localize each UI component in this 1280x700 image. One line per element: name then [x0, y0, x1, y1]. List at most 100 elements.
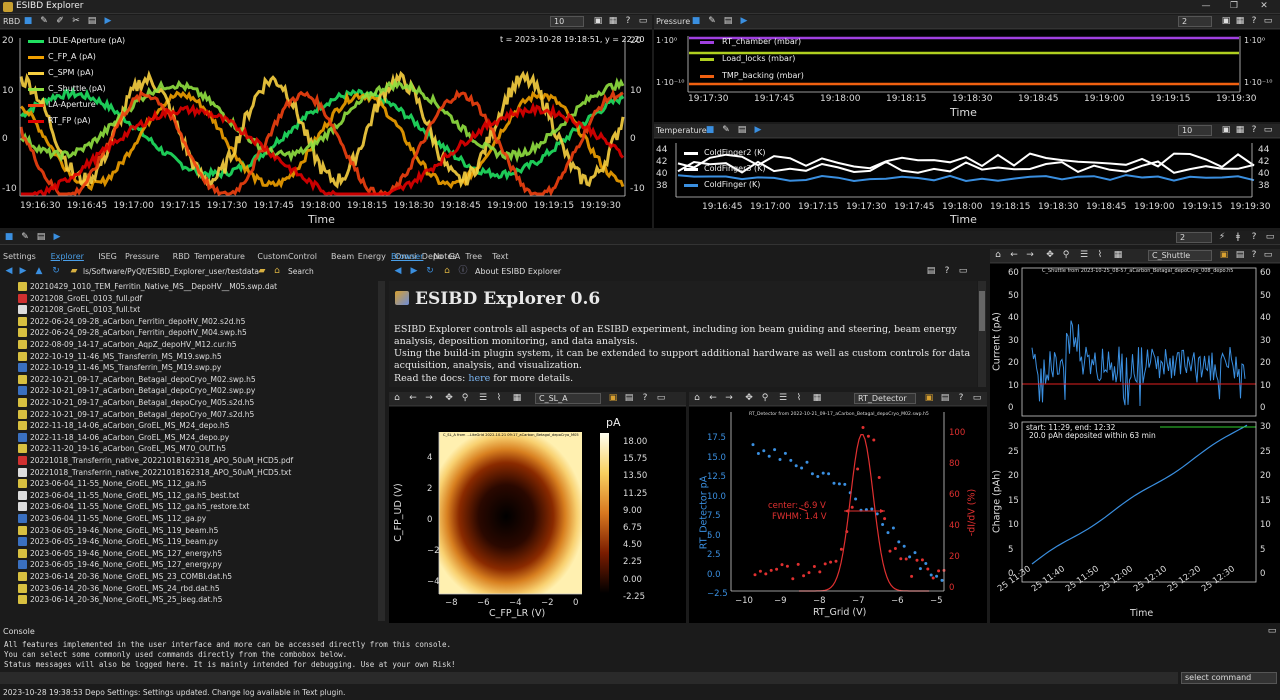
folder-icon[interactable]: ▰ — [70, 266, 78, 276]
file-list-item[interactable]: 2022-11-20_19-16_aCarbon_GroEL_MS_M70_OU… — [18, 443, 226, 454]
tab-ga[interactable]: GA — [448, 252, 461, 261]
tab-omni[interactable]: Omni — [395, 252, 417, 261]
tab-notes[interactable]: Notes — [433, 252, 457, 261]
float-icon[interactable]: ▭ — [1263, 125, 1273, 135]
tab-browser[interactable]: Browser — [391, 252, 424, 261]
float-icon[interactable]: ▭ — [1263, 250, 1273, 260]
stop-icon[interactable]: ■ — [23, 16, 33, 26]
save-icon[interactable]: ▦ — [1235, 16, 1245, 26]
docs-link[interactable]: here — [468, 373, 491, 384]
up-icon[interactable]: ▲ — [35, 266, 43, 276]
play-icon[interactable]: ▶ — [740, 16, 748, 26]
clear-icon[interactable]: ✂ — [72, 16, 80, 26]
save-icon[interactable]: ▦ — [512, 393, 522, 403]
help-icon[interactable]: ? — [958, 393, 964, 403]
float-icon[interactable]: ▭ — [1265, 232, 1275, 242]
file-list-item[interactable]: 2022-10-19_11-46_MS_Transferrin_MS_M19.s… — [18, 362, 221, 373]
zoom-icon[interactable]: ⚲ — [761, 393, 769, 403]
play-icon[interactable]: ▶ — [104, 16, 112, 26]
map-channel-combo[interactable]: C_SL_A — [535, 393, 601, 404]
file-list-item[interactable]: 2023-06-05_19-46_None_GroEL_MS_119_beam.… — [18, 525, 218, 536]
file-list-item[interactable]: 2023-06-14_20-36_None_GroEL_MS_25_iseg.d… — [18, 594, 222, 605]
thermometer-icon[interactable]: ǂ — [1235, 232, 1241, 242]
tab-iseg[interactable]: ISEG — [98, 252, 117, 261]
plug-icon[interactable]: ⚡ — [1218, 232, 1226, 242]
file-list-item[interactable]: 2022-11-18_14-06_aCarbon_GroEL_MS_M24_de… — [18, 432, 229, 443]
pin-icon[interactable]: ✎ — [40, 16, 48, 26]
document-icon[interactable]: ▤ — [926, 266, 936, 276]
stop-icon[interactable]: ■ — [691, 16, 701, 26]
file-list-item[interactable]: 2022-06-24_09-28_aCarbon_Ferritin_depoHV… — [18, 316, 245, 327]
sliders-icon[interactable]: ☰ — [1079, 250, 1089, 260]
document-icon[interactable]: ▤ — [723, 16, 733, 26]
export-icon[interactable]: ▣ — [593, 16, 603, 26]
document-icon[interactable]: ▤ — [737, 125, 747, 135]
file-list-item[interactable]: 2023-06-14_20-36_None_GroEL_MS_23_COMBI.… — [18, 571, 232, 582]
file-list-item[interactable]: 20221018_Transferrin_native_202210181623… — [18, 455, 293, 466]
help-icon[interactable]: ? — [1251, 250, 1257, 260]
help-icon[interactable]: ? — [944, 266, 950, 276]
help-icon[interactable]: ? — [1251, 232, 1257, 242]
home-icon[interactable]: ⌂ — [995, 250, 1001, 260]
home-icon[interactable]: ⌂ — [444, 266, 450, 276]
command-combo[interactable]: select command — [1181, 672, 1277, 684]
browser-scrollbar[interactable] — [978, 281, 986, 387]
info-icon[interactable]: ⓘ — [458, 266, 468, 276]
play-icon[interactable]: ▶ — [53, 232, 61, 242]
save-icon[interactable]: ▦ — [1113, 250, 1123, 260]
file-list-item[interactable]: 2022-10-21_09-17_aCarbon_Betagal_depoCry… — [18, 385, 255, 396]
tab-temperature[interactable]: Temperature — [194, 252, 245, 261]
stop-icon[interactable]: ■ — [4, 232, 14, 242]
document-icon[interactable]: ▤ — [624, 393, 634, 403]
tab-explorer[interactable]: Explorer — [50, 252, 84, 261]
export-icon[interactable]: ▣ — [924, 393, 934, 403]
dock-combo[interactable]: 2 — [1176, 232, 1212, 243]
stop-icon[interactable]: ■ — [705, 125, 715, 135]
tab-rbd[interactable]: RBD — [172, 252, 190, 261]
pin-icon[interactable]: ✎ — [21, 232, 29, 242]
rbd-time-combo[interactable]: 10 — [550, 16, 584, 27]
back-arrow-icon[interactable]: ← — [1010, 250, 1018, 260]
save-icon[interactable]: ▦ — [1235, 125, 1245, 135]
file-list-item[interactable]: 2022-08-09_14-17_aCarbon_AqpZ_depoHV_M12… — [18, 339, 236, 350]
pin-icon[interactable]: ✎ — [722, 125, 730, 135]
search-input[interactable]: Search — [288, 267, 314, 276]
file-list-item[interactable]: 20221018_Transferrin_native_202210181623… — [18, 467, 291, 478]
refresh-icon[interactable]: ↻ — [52, 266, 60, 276]
forward-icon[interactable]: ▶ — [410, 266, 418, 276]
folder-open-icon[interactable]: ▰ — [258, 266, 266, 276]
tab-pressure[interactable]: Pressure — [125, 252, 160, 261]
home-icon[interactable]: ⌂ — [394, 393, 400, 403]
file-list-scrollbar[interactable] — [378, 281, 385, 621]
rbd-plot[interactable]: t = 2023-10-28 19:18:51, y = 22.20 LDLE-… — [0, 30, 652, 228]
sweep-channel-combo[interactable]: RT_Detector — [854, 393, 916, 404]
file-list-item[interactable]: 2022-10-21_09-17_aCarbon_Betagal_depoCry… — [18, 397, 254, 408]
help-icon[interactable]: ? — [642, 393, 648, 403]
sliders-icon[interactable]: ☰ — [478, 393, 488, 403]
home-icon[interactable]: ⌂ — [274, 266, 280, 276]
help-icon[interactable]: ? — [625, 16, 631, 26]
file-list-item[interactable]: 2022-10-21_09-17_aCarbon_Betagal_depoCry… — [18, 409, 254, 420]
pan-icon[interactable]: ✥ — [1046, 250, 1054, 260]
save-icon[interactable]: ▦ — [608, 16, 618, 26]
file-list-item[interactable]: 2023-06-05_19-46_None_GroEL_MS_127_energ… — [18, 559, 222, 570]
pin-icon[interactable]: ✎ — [708, 16, 716, 26]
home-icon[interactable]: ⌂ — [694, 393, 700, 403]
export-icon[interactable]: ▣ — [1219, 250, 1229, 260]
zoom-icon[interactable]: ⚲ — [461, 393, 469, 403]
save-icon[interactable]: ▦ — [812, 393, 822, 403]
sliders-icon[interactable]: ☰ — [778, 393, 788, 403]
document-icon[interactable]: ▤ — [36, 232, 46, 242]
back-icon[interactable]: ◀ — [5, 266, 13, 276]
tab-depo[interactable]: Depo — [421, 252, 443, 261]
map-plot[interactable]: C_SL_A from ...LiteGrid 2022-10-21 09:17… — [389, 407, 686, 623]
export-icon[interactable]: ▣ — [1221, 16, 1231, 26]
refresh-icon[interactable]: ↻ — [426, 266, 434, 276]
minimize-button[interactable]: — — [1201, 1, 1211, 11]
float-icon[interactable]: ▭ — [638, 16, 648, 26]
float-icon[interactable]: ▭ — [1267, 626, 1277, 636]
file-list-item[interactable]: 2023-06-04_11-55_None_GroEL_MS_112_ga.h5… — [18, 501, 249, 512]
forward-arrow-icon[interactable]: → — [425, 393, 433, 403]
axes-icon[interactable]: ⌇ — [1097, 250, 1103, 260]
file-list-item[interactable]: 2023-06-05_19-46_None_GroEL_MS_127_energ… — [18, 548, 222, 559]
